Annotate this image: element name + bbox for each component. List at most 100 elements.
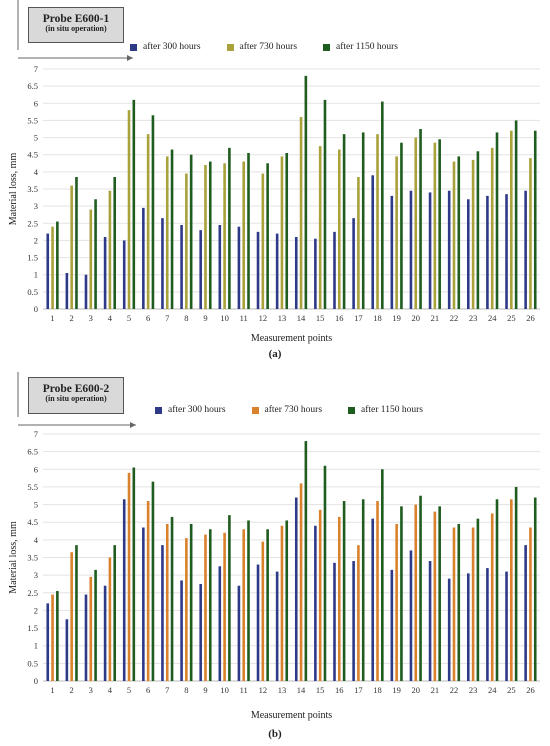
bar [400,506,403,681]
bar [89,576,93,681]
bar [56,591,59,681]
x-tick-label: 3 [89,313,93,323]
x-tick-label: 3 [89,685,93,695]
bar [376,134,379,309]
bar [51,226,54,309]
bar [333,562,336,681]
x-tick-label: 18 [373,313,382,323]
bar [323,465,327,681]
panel-label-b: (b) [268,728,282,740]
legend-label: after 300 hours [168,405,226,415]
legend-label: after 730 hours [239,42,298,52]
legend-item-300h: after 300 hours [130,42,201,52]
bar [185,173,188,309]
bar [70,185,73,309]
bar [280,156,284,309]
x-axis-title: Measurement points [251,710,332,721]
y-tick-label: 0.5 [27,287,38,297]
x-tick-label: 15 [316,313,325,323]
x-tick-label: 26 [526,685,535,695]
bar [318,509,322,681]
arrow-head [127,55,133,61]
x-tick-label: 10 [220,685,229,695]
bar [84,594,88,681]
y-axis-title: Material loss, mm [8,521,19,594]
x-tick-label: 22 [450,685,459,695]
y-tick-label: 0 [34,304,38,314]
x-tick-label: 26 [526,313,535,323]
arrow-head [130,422,136,428]
x-tick-label: 2 [70,685,74,695]
y-tick-label: 1.5 [27,253,38,263]
bar [304,75,308,309]
bar [333,231,336,309]
bar [514,120,518,309]
bar [51,594,54,681]
legend-label: after 1150 hours [361,405,423,415]
bar [161,218,164,309]
probe-label-box-a: Probe E600-1 (in situ operation) [28,7,124,43]
bar [357,545,360,681]
bar [247,520,250,681]
bar [46,603,50,681]
probe-label-box-b: Probe E600-2 (in situ operation) [28,377,124,414]
bar [466,573,470,681]
bar [113,545,117,681]
panel-label-a: (a) [268,348,282,360]
bar [452,161,456,309]
x-tick-label: 2 [70,313,74,323]
bar [103,585,107,681]
bar [170,149,174,309]
bar [471,159,475,309]
y-tick-label: 3 [34,201,38,211]
x-tick-label: 21 [431,313,440,323]
probe-subtitle-b: (in situ operation) [45,394,107,404]
bar [223,532,226,681]
y-tick-label: 6 [34,464,38,474]
bar [447,190,451,309]
bar [514,486,518,681]
y-tick-label: 2 [34,605,38,615]
bar [122,240,126,309]
bar [132,99,136,309]
y-tick-label: 5.5 [27,115,38,125]
bar [199,230,202,309]
probe-title-a: Probe E600-1 [42,13,110,25]
bar [103,237,107,309]
bar [256,564,260,681]
bar [132,467,136,681]
bar [342,134,346,309]
legend-item-730h: after 730 hours [226,42,298,52]
x-tick-label: 5 [127,313,131,323]
y-tick-label: 6 [34,98,38,108]
bar [218,225,222,309]
y-tick-label: 1 [34,270,38,280]
bar [381,469,384,681]
legend-swatch [348,406,356,414]
x-tick-label: 24 [488,685,497,695]
bar [510,130,513,309]
bar [242,529,246,681]
x-tick-label: 15 [316,685,325,695]
y-tick-label: 7 [34,429,38,439]
probe-arrow-a [17,0,133,61]
bar [122,499,126,681]
bar [161,545,164,681]
bar [361,499,365,681]
x-tick-label: 9 [203,313,207,323]
bar [223,163,226,309]
x-tick-label: 14 [297,313,306,323]
bar [146,134,150,309]
bar [505,571,508,681]
y-tick-label: 3.5 [27,553,38,563]
x-tick-label: 11 [240,313,248,323]
x-tick-label: 5 [127,685,131,695]
legend-item-1150h: after 1150 hours [323,42,398,52]
x-tick-label: 7 [165,685,169,695]
bar [108,190,112,309]
bar [294,237,298,309]
bar [457,523,461,681]
bar-chart-b: 00.511.522.533.544.555.566.571 2 3 4 5 6 7 8 9 10… [8,429,540,721]
bar [419,495,422,681]
bar [419,129,422,309]
